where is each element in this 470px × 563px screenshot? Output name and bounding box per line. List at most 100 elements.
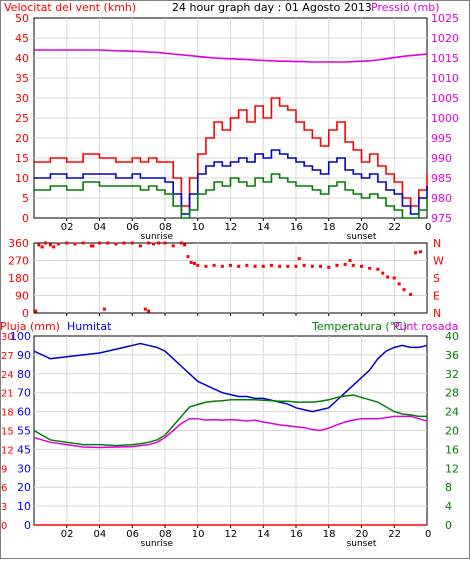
- rain-axis-tick: 9: [1, 464, 7, 475]
- temperature-axis-tick: 8: [445, 481, 452, 494]
- direction-point: [237, 264, 241, 268]
- direction-point: [156, 241, 160, 245]
- rain-axis-tick: 24: [1, 370, 14, 381]
- wind-axis-tick: 15: [15, 152, 29, 165]
- direction-axis-tick: 360: [8, 237, 29, 250]
- rain-axis-tick: 27: [1, 351, 14, 362]
- humidity-axis-tick: 30: [17, 462, 31, 475]
- direction-point: [335, 263, 339, 267]
- x-tick-label: 22: [388, 529, 401, 540]
- humidity-axis-tick: 55: [17, 425, 31, 438]
- temperature-axis-tick: 32: [445, 368, 459, 381]
- rain-axis-tick: 21: [1, 389, 14, 400]
- direction-point: [102, 307, 106, 311]
- direction-point: [114, 242, 118, 246]
- direction-point: [81, 241, 85, 245]
- x-tick-label: 14: [257, 222, 270, 233]
- direction-point: [286, 264, 290, 268]
- direction-axis-tick: 90: [15, 290, 29, 303]
- x-tick-label: 16: [290, 222, 303, 233]
- sunrise-label: sunrise: [141, 539, 174, 549]
- pressure-axis-tick: 1005: [431, 92, 459, 105]
- humidity-axis-tick: 20: [17, 481, 31, 494]
- x-tick-label: 06: [126, 529, 139, 540]
- x-tick-label: 18: [323, 529, 336, 540]
- series-temperatura: [33, 394, 427, 447]
- direction-point: [402, 288, 406, 292]
- wind-axis-tick: 5: [22, 192, 29, 205]
- direction-point: [179, 241, 183, 245]
- direction-point: [89, 244, 93, 248]
- series-minimum: [34, 173, 428, 219]
- direction-point: [360, 264, 363, 268]
- rain-axis-tick: 6: [1, 483, 7, 494]
- direction-point: [414, 251, 418, 255]
- direction-point: [73, 242, 77, 246]
- temperature-axis-tick: 36: [445, 349, 459, 362]
- x-tick-label: 12: [225, 222, 238, 233]
- dewpoint-label: Punt rosada: [393, 320, 458, 333]
- pressure-axis-tick: 975: [431, 212, 452, 225]
- direction-point: [52, 245, 56, 249]
- humidity-axis-tick: 90: [17, 349, 31, 362]
- humidity-axis-tick: 100: [10, 330, 31, 343]
- humidity-axis-tick: 0: [24, 519, 31, 532]
- rain-axis-tick: 30: [1, 332, 14, 343]
- direction-point: [37, 243, 41, 247]
- direction-point: [204, 264, 208, 268]
- x-tick-label: 16: [290, 529, 303, 540]
- x-tick-label: 04: [94, 529, 107, 540]
- direction-point: [143, 307, 147, 311]
- pressure-axis-tick: 980: [431, 192, 452, 205]
- direction-point: [163, 241, 167, 245]
- pressure-axis-tick: 990: [431, 152, 452, 165]
- rain-axis-tick: 15: [1, 427, 14, 438]
- pressure-title: Pressió (mb): [371, 1, 440, 14]
- direction-point: [397, 282, 401, 286]
- x-tick-label: 18: [323, 222, 336, 233]
- x-tick-label: 0: [425, 222, 431, 233]
- direction-point: [319, 264, 323, 268]
- series-average: [34, 149, 428, 215]
- direction-point: [106, 241, 110, 245]
- direction-axis-tick: 0: [22, 307, 29, 320]
- direction-point: [122, 241, 126, 245]
- direction-point: [186, 255, 190, 259]
- compass-label: W: [433, 255, 444, 268]
- pressure-axis-tick: 1010: [431, 72, 459, 85]
- humidity-axis-tick: 45: [17, 443, 31, 456]
- temperature-axis-tick: 16: [445, 443, 459, 456]
- direction-point: [57, 242, 61, 246]
- direction-point: [245, 263, 249, 267]
- wind-speed-title: Velocitat del vent (kmh): [4, 1, 136, 14]
- direction-point: [152, 242, 156, 246]
- rain-axis-tick: 0: [1, 521, 7, 532]
- direction-point: [297, 257, 301, 261]
- sunset-label: sunset: [347, 232, 377, 242]
- x-tick-label: 12: [225, 529, 238, 540]
- direction-point: [48, 243, 52, 247]
- direction-point: [376, 267, 380, 271]
- temperature-axis-tick: 24: [445, 406, 459, 419]
- humidity-axis-tick: 80: [17, 368, 31, 381]
- x-tick-label: 10: [192, 529, 205, 540]
- temperature-axis-tick: 0: [445, 519, 452, 532]
- direction-point: [269, 263, 273, 267]
- x-tick-label: 06: [126, 222, 139, 233]
- compass-label: N: [433, 307, 441, 320]
- pressure-axis-tick: 1000: [431, 112, 459, 125]
- direction-point: [302, 263, 306, 267]
- x-tick-label: 04: [94, 222, 107, 233]
- direction-point: [348, 259, 352, 262]
- direction-point: [343, 262, 347, 266]
- direction-point: [130, 241, 134, 245]
- direction-point: [351, 263, 355, 267]
- temperature-axis-tick: 20: [445, 425, 459, 438]
- humidity-label: Humitat: [67, 320, 112, 333]
- wind-axis-tick: 45: [15, 32, 29, 45]
- x-tick-label: 14: [257, 529, 270, 540]
- direction-point: [220, 264, 224, 268]
